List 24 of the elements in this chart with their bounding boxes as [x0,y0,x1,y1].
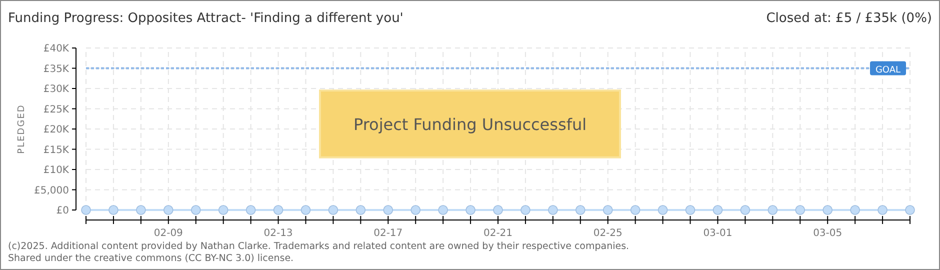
y-tick-label: £30K [43,84,70,95]
x-tick-label: 02-17 [374,228,403,239]
x-tick-label: 03-05 [813,228,842,239]
y-tick-label: £5,000 [34,185,69,196]
y-axis-title: PLEDGED [17,104,27,154]
text: (c)2025. Additional content provided by Nathan Clarke. Trademarks and related content are owned by their respective companies. [8,241,630,252]
x-tick-label: 02-13 [264,228,293,239]
text: Shared under the creative commons (CC BY-NC 3.0) license. [8,253,294,264]
chart-title: Funding Progress: Opposites Attract- 'Finding a different you' [8,11,404,26]
x-tick-label: 02-09 [154,228,183,239]
annotation: Project Funding Unsuccessful [353,114,587,134]
y-tick-label: £40K [43,44,70,54]
notice-box: Project Funding Unsuccessful [319,90,621,158]
y-tick-label: £10K [43,165,70,176]
x-tick-label: 02-25 [593,228,622,239]
ref-line-label: GOAL [875,65,901,76]
y-tick-label: £20K [43,124,70,136]
y-tick-label: £35K [43,64,70,75]
x-tick-label: 03-01 [703,228,732,239]
x-tick-label: 02-21 [483,228,513,239]
y-tick-label: £15K [43,144,70,156]
y-tick-label: £25K [43,104,70,116]
y-tick-label: £0 [56,206,69,216]
chart-subtitle: Closed at: £5 / £35k (0%) [766,11,932,26]
